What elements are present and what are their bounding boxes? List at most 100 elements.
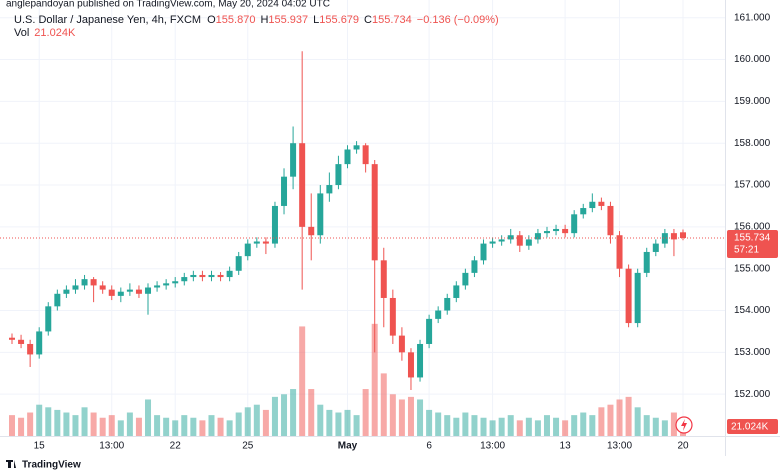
footer	[0, 456, 780, 470]
volume-bar	[217, 417, 224, 436]
candle-body	[253, 241, 260, 244]
x-tick-label: 13	[560, 441, 572, 452]
candle-body	[435, 310, 442, 319]
volume-bar	[9, 415, 15, 436]
volume-bar	[661, 420, 668, 436]
last-price-tag	[727, 229, 778, 258]
candle-body	[543, 231, 550, 234]
volume-bar	[262, 409, 269, 436]
volume-bar	[553, 417, 560, 436]
volume-layer	[9, 323, 686, 436]
candle-body	[516, 235, 523, 246]
volume-bar	[534, 420, 541, 436]
volume-bar	[172, 420, 179, 436]
candle-body	[462, 272, 469, 286]
volume-bar	[99, 417, 106, 436]
volume-bar	[244, 407, 251, 436]
candle-body	[172, 281, 179, 284]
candle-body	[680, 232, 686, 238]
x-tick-label: 13:00	[480, 441, 505, 452]
candle-body	[27, 343, 34, 355]
candle-body	[9, 337, 15, 340]
candle-layer	[9, 51, 686, 390]
volume-bar	[625, 396, 632, 436]
volume-bar	[126, 412, 133, 436]
y-tick-label: 160.000	[734, 54, 771, 65]
candle-body	[244, 243, 251, 257]
candle-body	[625, 268, 632, 324]
volume-bar	[670, 412, 677, 436]
ohlc-key: L	[313, 14, 319, 26]
volume-bar	[344, 409, 351, 436]
ohlc-key: H	[260, 14, 268, 26]
candle-body	[353, 145, 360, 150]
volume-bar	[471, 415, 478, 436]
candle-body	[108, 289, 115, 296]
y-tick-label: 153.000	[734, 347, 771, 358]
candle-body	[371, 164, 378, 261]
candle-body	[417, 343, 424, 378]
volume-tag	[727, 419, 778, 434]
x-tick-label: 22	[170, 441, 182, 452]
volume-bar	[36, 404, 43, 436]
volume-bar	[571, 415, 578, 436]
candle-body	[317, 193, 324, 236]
volume-bar	[271, 396, 278, 436]
x-tick-label: 20	[677, 441, 689, 452]
candle-body	[661, 233, 668, 244]
candle-body	[498, 239, 505, 242]
published-note: anglepandoyan published on TradingView.c…	[6, 0, 330, 10]
volume-bar	[145, 399, 152, 436]
candle-body	[344, 149, 351, 165]
volume-tag-label: 21.024K	[731, 422, 769, 433]
volume-value: 21.024K	[34, 27, 76, 39]
candle-body	[126, 289, 133, 292]
volume-bar	[299, 326, 306, 436]
volume-bar	[54, 409, 61, 436]
candle-body	[652, 243, 659, 252]
volume-bar	[453, 417, 460, 436]
volume-bar	[589, 415, 596, 436]
symbol-title: U.S. Dollar / Japanese Yen, 4h, FXCM	[14, 14, 201, 26]
volume-bar	[371, 323, 378, 436]
last-price-label: 155.734	[734, 233, 771, 244]
volume-bar	[652, 417, 659, 436]
volume-bar	[208, 415, 215, 436]
volume-bar	[290, 389, 297, 436]
x-tick-label: May	[338, 441, 358, 452]
volume-bar	[580, 412, 587, 436]
candle-body	[670, 233, 677, 240]
candle-body	[18, 339, 25, 344]
volume-bar	[45, 407, 52, 436]
volume-bar	[643, 415, 650, 436]
volume-bar	[380, 373, 387, 436]
y-tick-label: 154.000	[734, 305, 771, 316]
volume-bar	[616, 399, 623, 436]
candle-body	[208, 274, 215, 278]
brand-name: TradingView	[22, 460, 81, 470]
grid-layer	[0, 0, 725, 436]
candle-body	[290, 143, 297, 177]
volume-bar	[362, 389, 369, 436]
candle-body	[407, 352, 414, 378]
y-tick-label: 159.000	[734, 96, 771, 107]
candle-body	[45, 306, 52, 332]
volume-name: Vol	[14, 27, 29, 39]
volume-bar	[389, 394, 396, 436]
candle-body	[226, 270, 233, 278]
ohlc-key: O	[207, 14, 216, 26]
brand-logo	[6, 460, 16, 468]
x-tick-label: 6	[426, 441, 432, 452]
candle-body	[117, 291, 124, 296]
volume-bar	[117, 420, 124, 436]
candle-body	[480, 243, 487, 261]
x-tick-label: 15	[34, 441, 46, 452]
volume-bar	[407, 396, 414, 436]
volume-bar	[108, 415, 115, 436]
candle-body	[181, 277, 188, 282]
y-tick-label: 156.000	[734, 222, 771, 233]
volume-bar	[63, 412, 70, 436]
candle-body	[145, 287, 152, 294]
volume-bar	[498, 417, 505, 436]
